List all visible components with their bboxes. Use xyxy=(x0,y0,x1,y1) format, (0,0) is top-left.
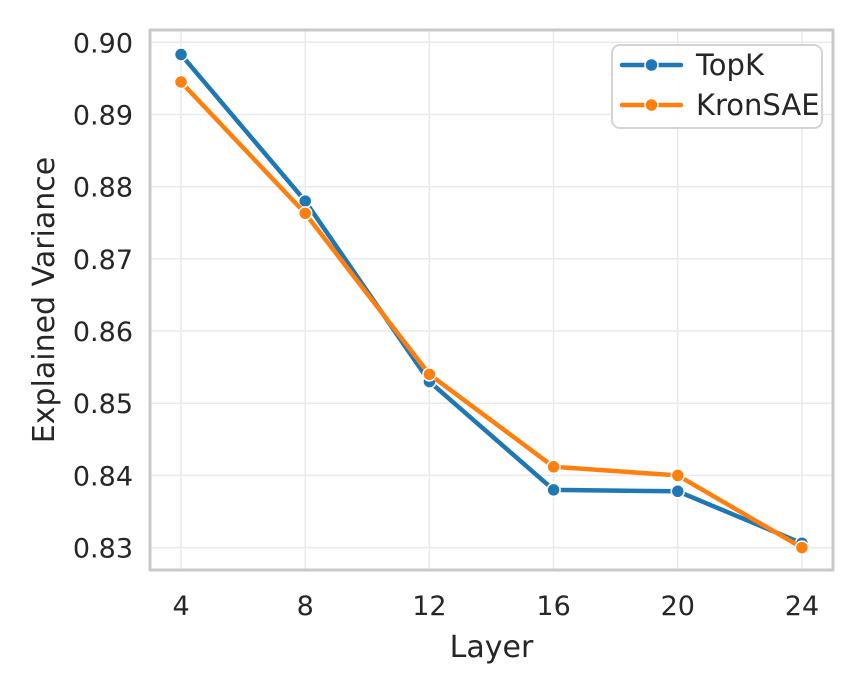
y-tick-label: 0.85 xyxy=(73,389,133,420)
data-point-kronsae xyxy=(670,468,686,483)
x-tick-label: 20 xyxy=(661,591,695,622)
y-tick-label: 0.86 xyxy=(73,317,133,348)
legend-entry-topk: TopK xyxy=(619,48,765,82)
data-point-kronsae xyxy=(422,367,437,382)
data-point-kronsae xyxy=(297,206,313,221)
data-point-topk xyxy=(670,484,686,499)
data-point-topk xyxy=(173,47,189,62)
legend-entry-kronsae: KronSAE xyxy=(619,88,820,122)
x-tick-label: 4 xyxy=(172,591,189,622)
y-tick-label: 0.84 xyxy=(73,461,133,492)
legend: TopK KronSAE xyxy=(611,44,823,129)
axes-spines xyxy=(148,28,835,572)
legend-marker xyxy=(644,97,659,113)
y-tick-label: 0.83 xyxy=(73,534,133,565)
x-tick-label: 12 xyxy=(412,591,446,622)
y-tick-label: 0.88 xyxy=(73,173,133,204)
data-point-kronsae xyxy=(173,74,189,90)
legend-label: KronSAE xyxy=(696,88,820,122)
y-tick-label: 0.89 xyxy=(73,100,133,131)
x-tick-label: 16 xyxy=(536,591,570,622)
data-point-kronsae xyxy=(794,540,810,555)
y-tick-label: 0.87 xyxy=(73,245,133,276)
series-line-kronsae xyxy=(178,79,805,550)
x-tick-label: 8 xyxy=(297,591,314,622)
y-axis-label: Explained Variance xyxy=(27,157,62,443)
x-tick-label: 24 xyxy=(785,591,819,622)
data-point-kronsae xyxy=(546,459,561,475)
x-axis-label: Layer xyxy=(450,630,534,665)
data-point-topk xyxy=(546,482,561,498)
series-line-topk xyxy=(178,52,805,546)
legend-marker xyxy=(644,57,659,73)
y-tick-label: 0.90 xyxy=(73,28,133,59)
legend-label: TopK xyxy=(695,48,765,82)
